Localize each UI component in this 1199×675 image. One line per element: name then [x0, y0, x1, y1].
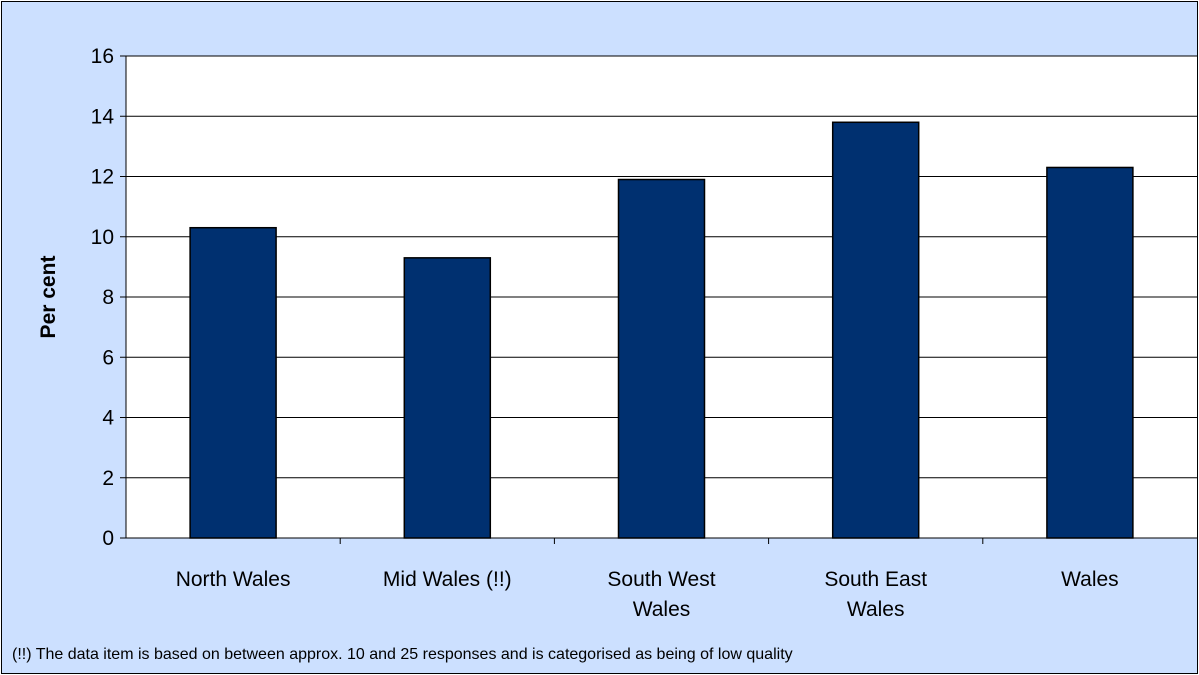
y-tick-label: 6 [102, 346, 114, 369]
y-tick-label: 16 [91, 45, 114, 68]
y-tick-label: 4 [102, 407, 114, 430]
axis-labels: 0 2 4 6 8 10 12 14 16 North Wales Mid Wales (!!) So… [91, 45, 1119, 621]
bar [831, 121, 920, 539]
bars [189, 121, 1134, 539]
y-tick-label: 8 [102, 286, 114, 309]
axes [120, 55, 1197, 544]
x-category-label: Mid Wales (!!) [383, 568, 512, 591]
x-category-label: South West Wales [607, 568, 715, 621]
y-tick-label: 14 [91, 105, 115, 128]
y-tick-label: 2 [102, 467, 114, 490]
y-axis-title: Per cent [37, 256, 60, 339]
bar [189, 226, 277, 539]
x-category-label: Wales [1061, 568, 1119, 591]
y-tick-label: 12 [91, 166, 114, 189]
bar [617, 178, 706, 539]
bar [1046, 166, 1134, 539]
x-category-label: South East Wales [824, 568, 927, 621]
footnote: (!!) The data item is based on between a… [12, 646, 793, 663]
x-category-label: North Wales [176, 568, 291, 591]
y-tick-label: 0 [102, 527, 114, 550]
bar [403, 257, 492, 539]
y-tick-label: 10 [91, 226, 114, 249]
